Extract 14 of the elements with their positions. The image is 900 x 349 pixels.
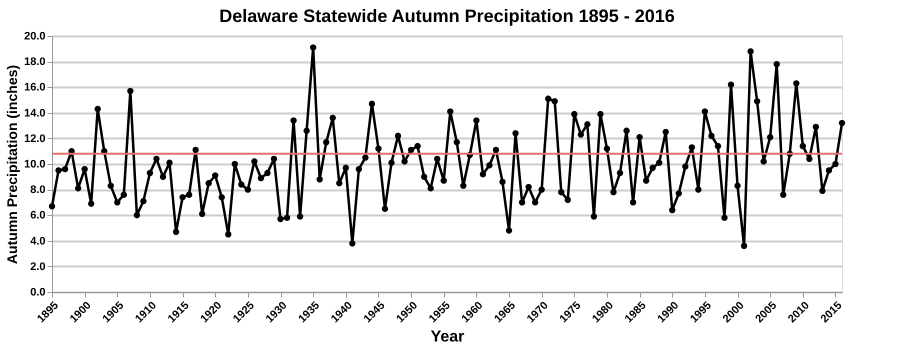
y-tick-label: 20.0 bbox=[24, 30, 46, 42]
y-tick-label: 16.0 bbox=[24, 82, 46, 94]
y-tick-label: 6.0 bbox=[30, 210, 46, 222]
y-tick-label: 0.0 bbox=[30, 286, 46, 298]
y-tick-label: 8.0 bbox=[30, 184, 46, 196]
y-tick-label: 2.0 bbox=[30, 260, 46, 273]
y-tick-label: 14.0 bbox=[24, 107, 46, 120]
y-tick-label: 12.0 bbox=[24, 132, 46, 145]
y-axis-title: Autumn Precipitation (inches) bbox=[4, 64, 20, 264]
chart-title: Delaware Statewide Autumn Precipitation 1895 - 2016 bbox=[219, 6, 675, 26]
y-tick-label: 10.0 bbox=[24, 158, 46, 170]
y-tick-label: 4.0 bbox=[30, 235, 46, 248]
x-axis-title: Year bbox=[430, 328, 464, 346]
y-tick-label: 18.0 bbox=[24, 56, 46, 68]
